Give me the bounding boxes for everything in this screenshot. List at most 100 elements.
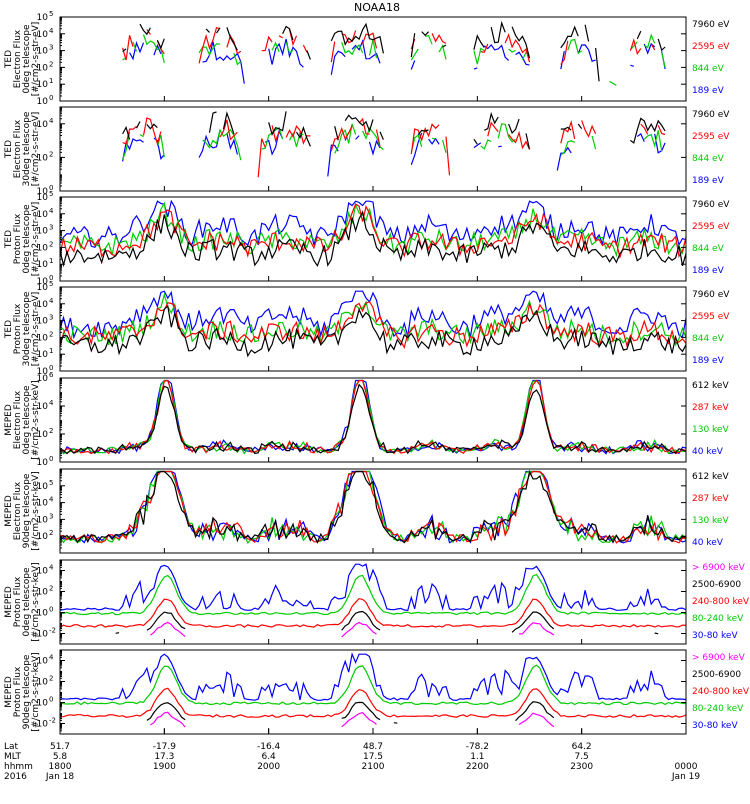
legend-entry: > 6900 keV [692,653,746,663]
y-tick-exponent: -2 [49,717,56,725]
x-lat-label: 48.7 [363,742,383,752]
x-time-label: 2200 [466,762,489,772]
y-tick-label: 10 [37,657,49,667]
x-mlt-label: 5.8 [53,752,68,762]
y-tick-label: 10 [37,482,49,492]
y-tick-exponent: 2 [49,60,53,68]
y-tick-exponent: 3 [49,224,53,232]
y-tick-exponent: 1 [49,347,53,355]
y-tick-label: 10 [37,260,49,270]
x-mlt-label: 7.5 [574,752,588,762]
y-axis-title-line: MEPED [4,586,14,618]
y-tick-label: 10 [37,532,49,542]
y-tick-exponent: 2 [49,585,53,593]
y-tick-label: 10 [37,187,49,197]
y-axis-title-line: [#/cm2-s-str-keV] [31,652,41,731]
y-tick-exponent: 4 [49,117,54,125]
series-line-8-3 [59,687,687,718]
y-tick-exponent: 4 [49,399,54,407]
legend-entry: 2595 eV [692,312,730,322]
y-tick-exponent: 5 [49,10,53,18]
series-line-7-5 [59,563,687,612]
x-time-label: 2000 [257,762,280,772]
y-axis-title-line: [#/cm2-s-str-eV] [31,202,41,277]
y-tick-exponent: 2 [49,330,53,338]
y-axis-title-line: 0deg telescope [22,567,32,637]
y-axis-title-line: 30deg telescope [22,111,32,186]
y-tick-label: 10 [37,47,49,57]
x-mlt-label: 17.3 [154,752,174,762]
legend-entry: 40 keV [692,447,724,457]
legend-entry: 7960 eV [692,20,730,30]
y-tick-label: 10 [37,588,49,598]
y-axis-title-line: [#/cm2-s-str-eV] [31,22,41,97]
series-line-8-1 [150,711,555,728]
y-tick-label: 10 [37,277,49,287]
y-tick-label: 10 [37,499,49,509]
series-line-4-4 [59,290,687,340]
y-tick-label: 10 [37,283,49,293]
series-line-8-5 [59,652,687,702]
series-line-3-2 [59,203,687,260]
y-tick-label: 10 [37,243,49,253]
legend-entry: 7960 eV [692,290,730,300]
y-tick-exponent: 4 [49,654,54,662]
x-time-label: 2100 [362,762,385,772]
y-axis-title-line: 30deg telescope [22,291,32,366]
y-tick-label: 10 [37,630,49,640]
y-axis-title-line: 90deg telescope [22,473,32,548]
y-tick-label: 10 [37,120,49,130]
legend-entry: 30-80 keV [692,721,738,731]
y-axis-title-line: MEPED [4,495,14,527]
y-axis-title-line: [#/cm2-s-str-keV] [31,471,41,550]
y-axis-title-line: MEPED [4,676,14,708]
x-row-label: Lat [4,742,19,752]
legend-entry: 189 eV [692,176,725,186]
series-line-7-2 [115,610,659,635]
series-line-4-1 [59,305,687,358]
x-time-label: 1900 [153,762,176,772]
y-tick-exponent: 6 [49,371,54,379]
legend-entry: 612 keV [692,381,729,391]
legend-entry: 30-80 keV [692,631,738,641]
legend-entry: 80-240 keV [692,704,744,714]
y-axis-title-line: Electron Flux [13,29,23,88]
y-axis-title-line: Proton Flux [13,666,23,717]
y-axis-title-line: TED [4,50,14,69]
y-axis-title-line: TED [4,230,14,249]
x-lat-label: 64.2 [572,742,592,752]
x-mlt-label: 1.1 [470,752,484,762]
y-tick-exponent: 2 [49,427,53,435]
y-tick-exponent: 4 [49,297,54,305]
y-tick-label: 10 [37,430,49,440]
x-mlt-label: 6.4 [261,752,276,762]
legend-entry: 240-800 keV [692,597,750,607]
legend-entry: 844 eV [692,154,725,164]
legend-entry: 612 keV [692,472,729,482]
y-tick-exponent: 4 [49,564,54,572]
y-tick-label: 10 [37,367,49,377]
x-row-label: hhmm [4,762,33,772]
y-tick-label: 10 [37,153,49,163]
y-tick-label: 10 [37,699,49,709]
y-tick-label: 10 [37,97,49,107]
legend-entry: 844 eV [692,334,725,344]
x-row-label: 2016 [4,772,27,782]
y-tick-exponent: 2 [49,240,53,248]
x-date-label: Jan 19 [671,772,700,782]
legend-entry: 287 keV [692,403,729,413]
y-tick-label: 10 [37,678,49,688]
y-tick-label: 10 [37,402,49,412]
y-tick-exponent: 5 [49,280,53,288]
legend-entry: 189 eV [692,356,725,366]
y-axis-title-line: [#/cm2-s-str-eV] [31,292,41,367]
x-lat-label: -17.9 [153,742,177,752]
y-tick-exponent: 0 [49,696,53,704]
